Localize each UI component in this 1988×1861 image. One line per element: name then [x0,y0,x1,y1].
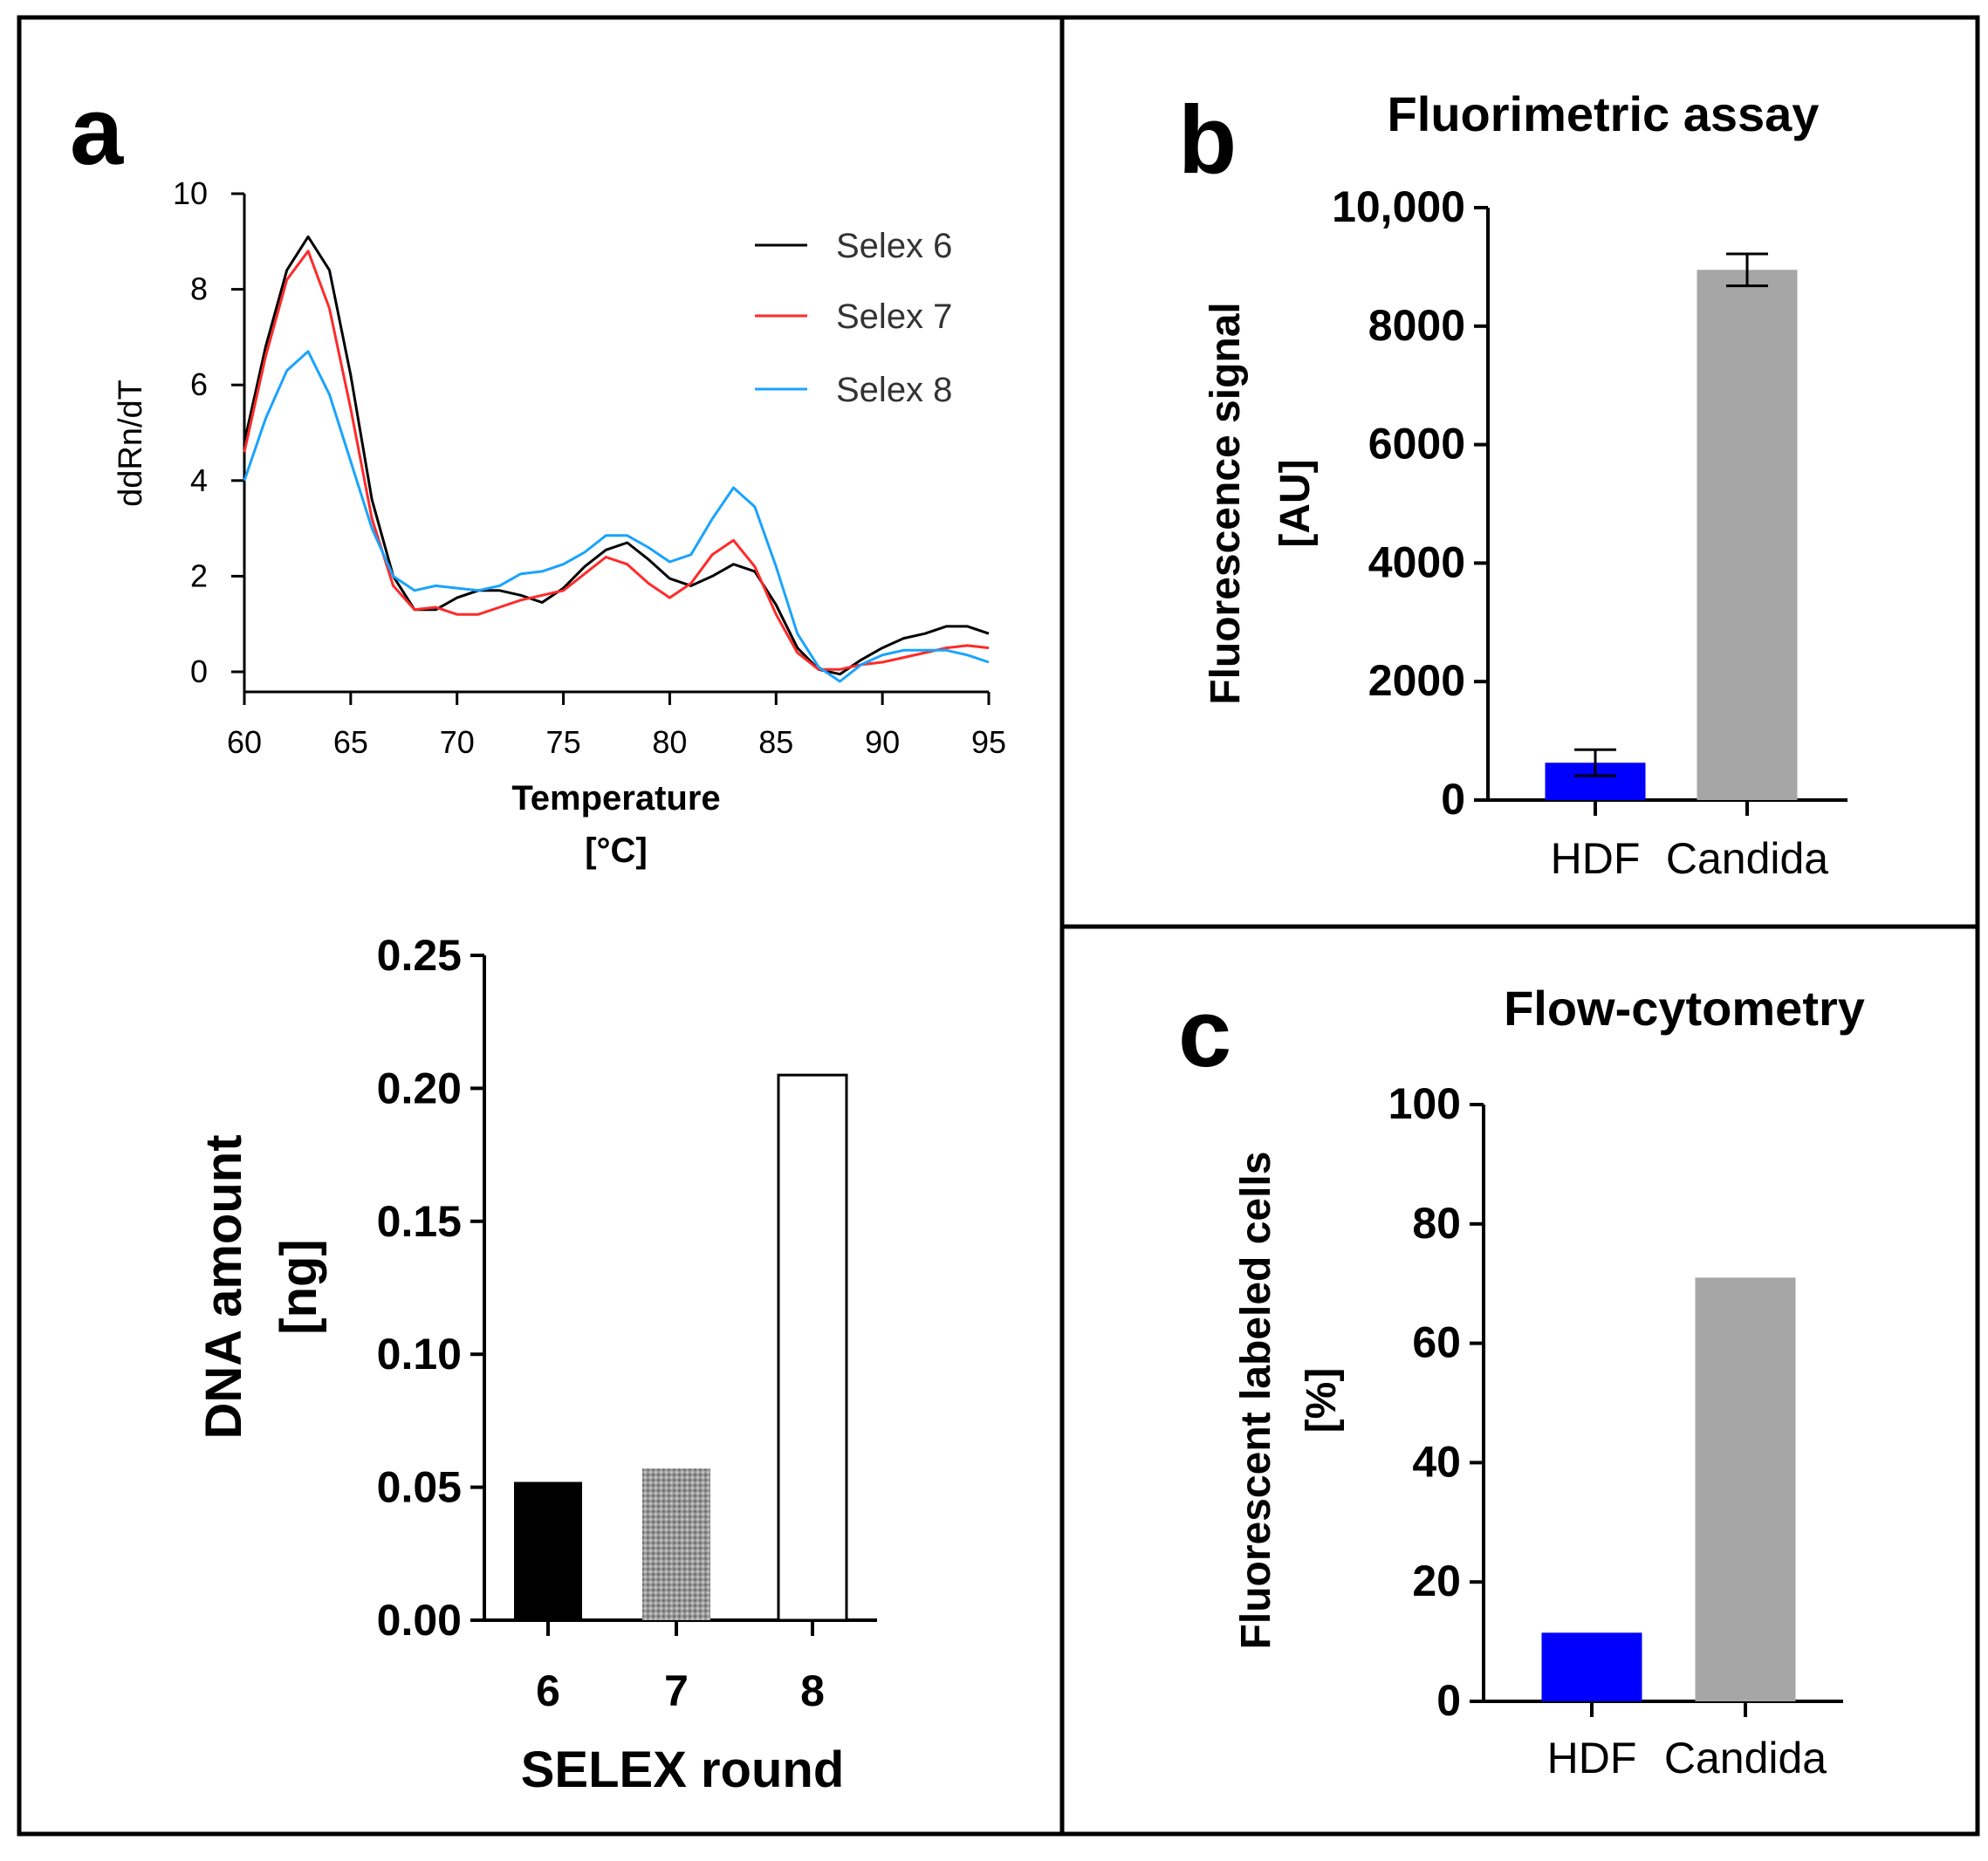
series-line-selex-8 [243,350,990,683]
fluor-y-tick-label: 8000 [1368,301,1465,350]
legend-label-selex-7: Selex 7 [836,298,952,336]
flow-y-tick-label: 60 [1412,1318,1461,1367]
melt-y-ticks: 0 2 4 6 8 10 [173,175,244,689]
flow-bar-hdf [1541,1632,1642,1701]
dna-y-tick-label: 0.05 [377,1463,462,1512]
melt-y-tick-label: 4 [190,462,208,498]
melt-x-tick-label: 70 [440,724,475,760]
melt-series-lines [243,235,990,683]
melt-x-label: Temperature [511,779,720,818]
dna-x-label: SELEX round [521,1741,845,1798]
melt-x-tick-label: 95 [971,724,1006,760]
melt-x-tick-label: 65 [333,724,368,760]
flow-bar-candida [1695,1277,1796,1701]
fluor-error-bar-candida [1726,252,1768,288]
flow-title: Flow-cytometry [1504,981,1865,1036]
fluor-error-bar-hdf [1574,748,1616,777]
fluor-y-label: Fluorescence signal [1203,302,1249,705]
flow-x-tick-label: HDF [1547,1734,1637,1782]
flow-y-label: Fluorescent labeled cells [1233,1152,1279,1650]
dna-y-unit: [ng] [271,1239,327,1335]
melt-x-tick-label: 80 [652,724,687,760]
melt-y-tick-label: 6 [190,366,208,402]
flow-y-unit: [%] [1299,1368,1345,1433]
flow-y-tick-label: 20 [1412,1557,1461,1605]
dna-x-tick-label: 6 [536,1666,560,1715]
melt-x-ticks: 60 65 70 75 80 85 90 95 [227,692,1006,760]
melt-x-tick-label: 85 [758,724,793,760]
dna-bar-6 [514,1481,582,1620]
melt-chart: 0 2 4 6 8 10 60 65 70 75 80 85 90 95 ddRn/dT Tempera… [113,175,1006,870]
fluor-y-tick-label: 2000 [1368,656,1465,705]
dna-y-tick-label: 0.00 [377,1596,462,1645]
fluor-y-tick-label: 4000 [1368,537,1465,586]
panel-letter-c: c [1178,980,1231,1087]
melt-y-tick-label: 8 [190,271,208,307]
flow-y-tick-label: 40 [1412,1437,1461,1486]
melt-x-tick-label: 75 [546,724,581,760]
dna-y-label: DNA amount [195,1134,252,1439]
dna-bars: 6 7 8 [514,1073,848,1715]
melt-y-tick-label: 0 [190,653,208,689]
dna-x-tick-label: 8 [800,1666,825,1715]
panel-letter-b: b [1178,86,1237,194]
panel-frames [17,15,1980,1837]
fluor-title: Fluorimetric assay [1388,86,1820,141]
flow-y-tick-label: 100 [1388,1079,1461,1128]
fluor-chart: Fluorimetric assay 0 2000 4000 6000 8000 10,0… [1203,86,1847,883]
dna-y-tick-label: 0.15 [377,1197,462,1246]
fluor-bar-candida [1697,270,1798,800]
flow-y-ticks: 0 20 40 60 80 100 [1388,1079,1484,1725]
dna-bar-8 [777,1073,848,1622]
dna-y-tick-label: 0.20 [377,1064,462,1112]
legend-label-selex-6: Selex 6 [836,227,952,265]
melt-y-tick-label: 2 [190,558,208,593]
melt-x-unit: [°C] [585,831,648,870]
panel-letter-a: a [70,78,124,185]
flow-chart: Flow-cytometry 0 20 40 60 80 100 HDF Candida F… [1233,981,1865,1782]
fluor-y-tick-label: 6000 [1368,420,1465,469]
melt-x-tick-label: 90 [865,724,900,760]
legend-item-selex-8: Selex 8 [755,371,952,409]
series-line-selex-6 [243,235,990,676]
legend-label-selex-8: Selex 8 [836,371,952,409]
fluor-y-ticks: 0 2000 4000 6000 8000 10,000 [1332,182,1488,824]
melt-y-label: ddRn/dT [113,380,149,507]
fluor-bars: HDF Candida [1545,252,1828,883]
dna-bar-7 [642,1468,710,1620]
legend-item-selex-6: Selex 6 [755,227,952,265]
fluor-y-tick-label: 10,000 [1332,182,1465,231]
fluor-y-unit: [AU] [1272,459,1319,547]
dna-y-tick-label: 0.10 [377,1330,462,1379]
dna-y-ticks: 0.00 0.05 0.10 0.15 0.20 0.25 [377,931,484,1645]
legend-item-selex-7: Selex 7 [755,298,952,336]
flow-y-tick-label: 0 [1436,1676,1461,1725]
fluor-x-tick-label: Candida [1666,834,1828,883]
melt-legend: Selex 6 Selex 7 Selex 8 [755,227,952,409]
fluor-x-tick-label: HDF [1551,834,1641,883]
dna-y-tick-label: 0.25 [377,931,462,980]
melt-y-tick-label: 10 [173,175,208,211]
melt-x-tick-label: 60 [227,724,262,760]
flow-bars: HDF Candida [1541,1277,1827,1782]
fluor-y-tick-label: 0 [1441,775,1465,824]
melt-axes [243,194,989,694]
dna-x-tick-label: 7 [664,1666,689,1715]
flow-y-tick-label: 80 [1412,1199,1461,1248]
flow-x-tick-label: Candida [1664,1734,1827,1782]
